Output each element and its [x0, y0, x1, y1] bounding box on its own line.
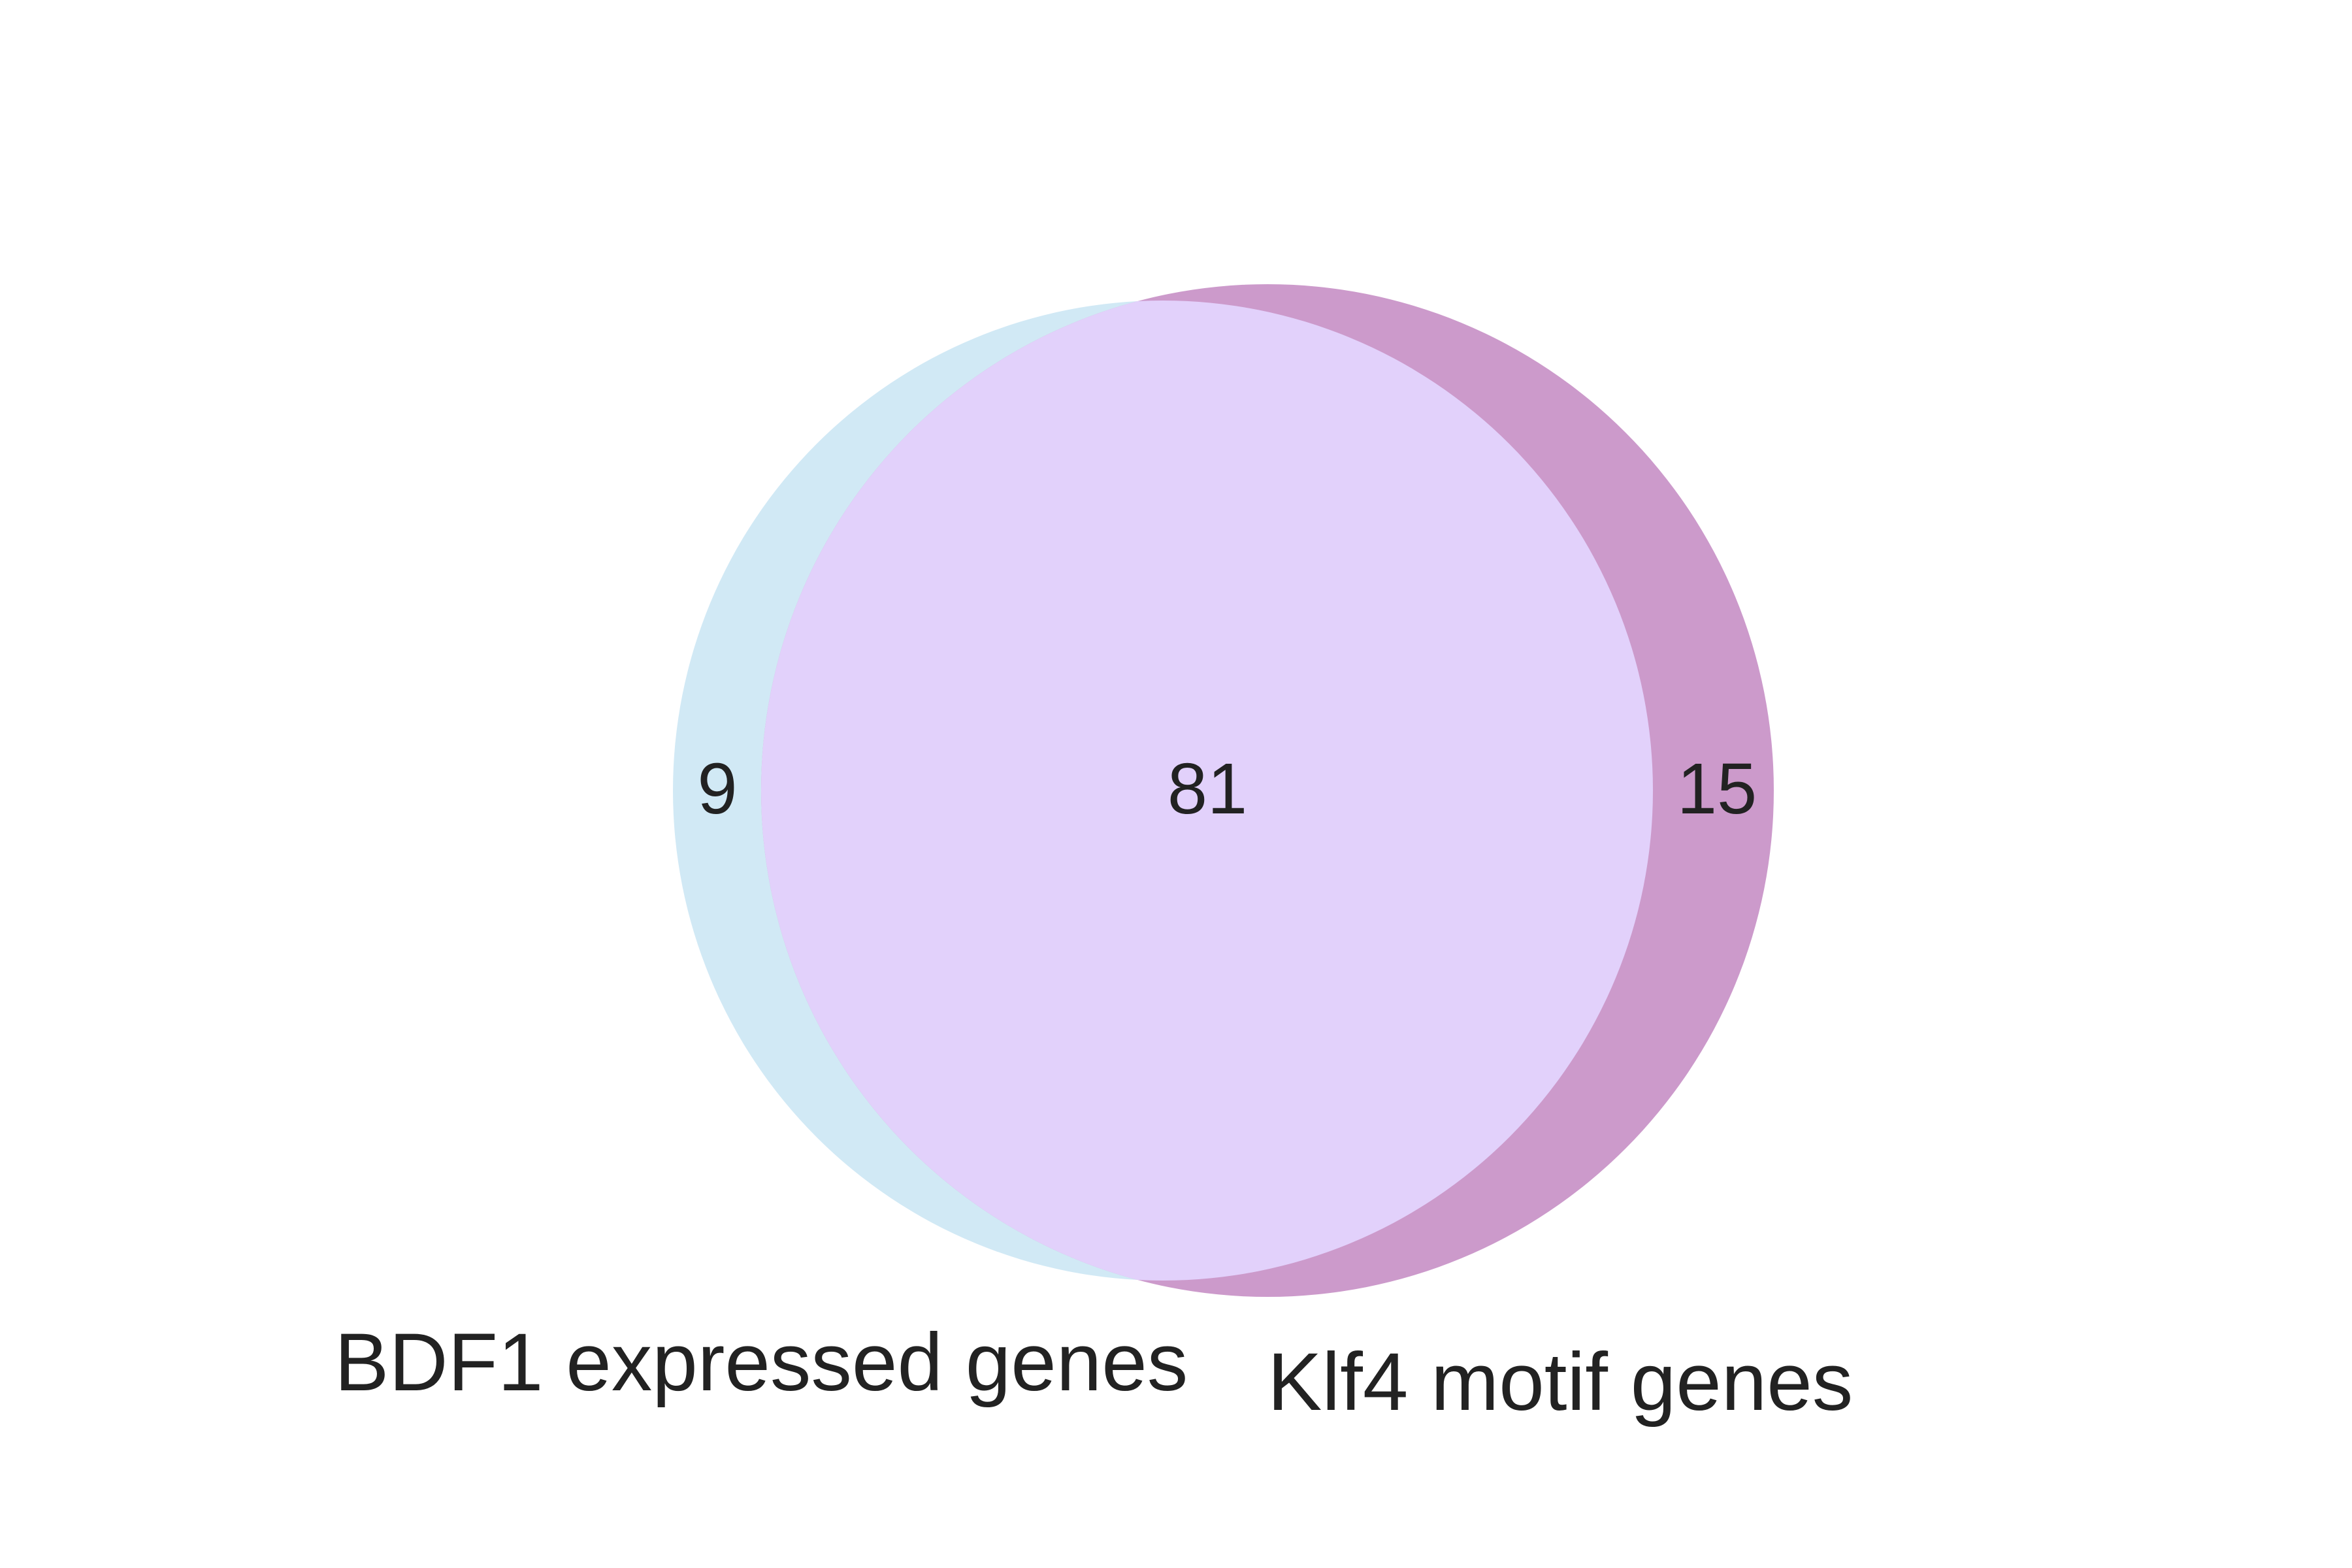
set-label-bdf1: BDF1 expressed genes — [335, 1317, 1188, 1408]
left-only-count: 9 — [697, 749, 737, 829]
set-label-klf4: Klf4 motif genes — [1267, 1337, 1853, 1428]
intersection-count: 81 — [1168, 749, 1247, 829]
intersection-region — [761, 301, 1653, 1281]
right-only-count: 15 — [1677, 749, 1757, 829]
